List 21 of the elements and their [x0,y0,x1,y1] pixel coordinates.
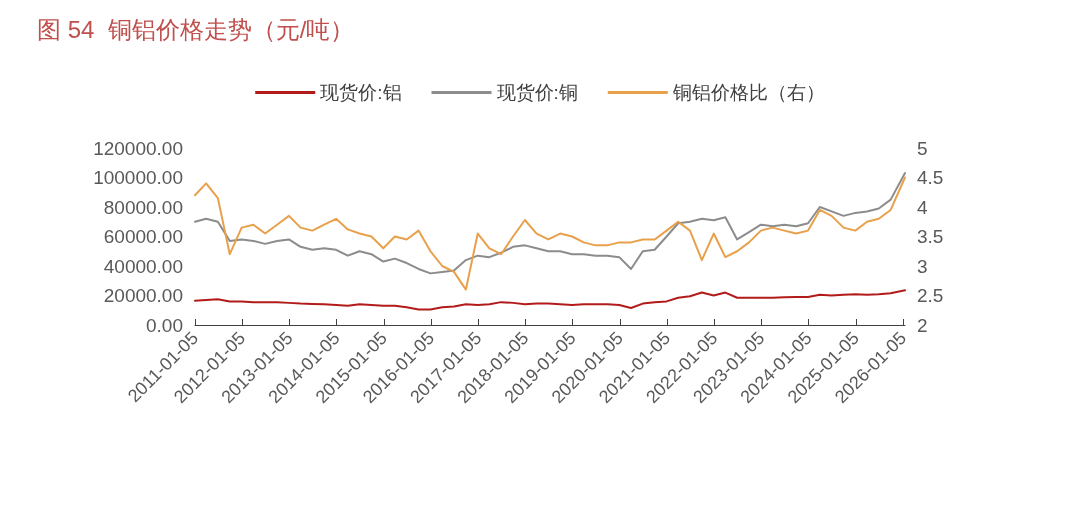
y2-tick-label: 2.5 [917,285,944,306]
line-series [194,172,906,275]
line-series [194,176,906,291]
y2-tick-label: 4 [917,196,928,218]
y2-tick-label: 3.5 [917,226,944,247]
legend-label: 铜铝价格比（右） [671,82,825,103]
y-tick-label: 0.00 [146,314,183,336]
chart-title: 图 54 铜铝价格走势（元/吨） [37,15,355,43]
y-tick-label: 80000.00 [103,196,183,218]
legend-label: 现货价:铜 [496,82,578,103]
y-tick-label: 40000.00 [103,255,183,277]
y-tick-label: 120000.00 [93,137,183,159]
y2-tick-label: 3 [917,255,928,277]
y-tick-label: 60000.00 [103,226,183,247]
y2-tick-label: 5 [917,137,928,159]
y2-tick-label: 2 [917,314,928,336]
line-series [194,289,906,311]
legend-label: 现货价:铝 [320,82,402,103]
y2-tick-label: 4.5 [917,167,944,188]
y-tick-label: 20000.00 [103,285,183,306]
y-tick-label: 100000.00 [93,167,183,188]
